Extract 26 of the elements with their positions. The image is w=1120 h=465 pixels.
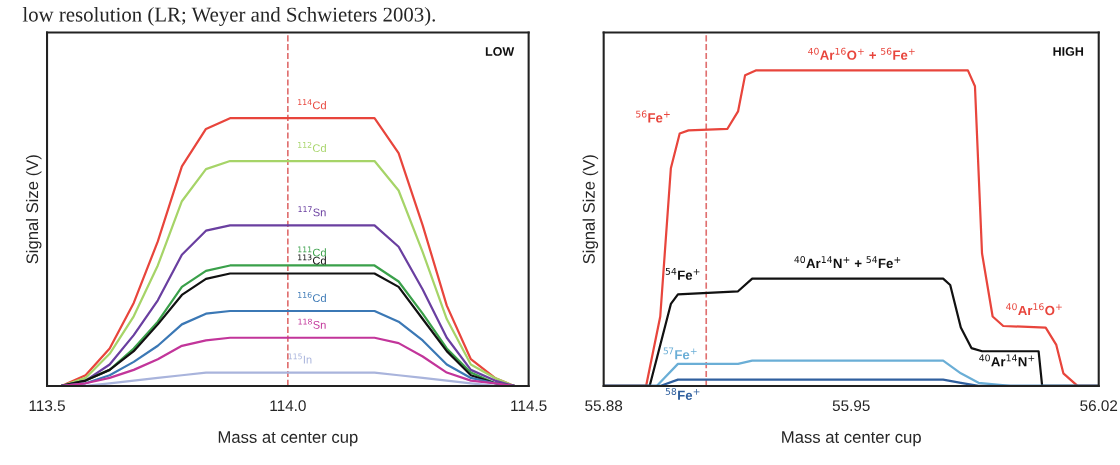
y-axis-title: Signal Size (V) — [582, 155, 599, 264]
x-tick-label: 56.02 — [1080, 400, 1118, 412]
series-label: $^{114}$Cd — [298, 99, 326, 110]
text: LOW — [485, 47, 515, 56]
x-tick-label: 114.5 — [511, 400, 547, 412]
annotation: $^{40}$Ar$^{14}$N$^{+}$ — [979, 354, 1035, 367]
annotation: $^{56}$Fe$^{+}$ — [636, 110, 670, 123]
annotation: $^{54}$Fe$^{+}$ — [665, 267, 700, 280]
y-axis-title: Signal Size (V) — [25, 155, 42, 264]
x-axis-title: Mass at center cup — [782, 431, 921, 447]
text: $^{58}$Fe$^{+}$ — [665, 387, 700, 400]
x-tick-label: 55.88 — [585, 400, 623, 412]
chart-title: low resolution (LR; Weyer and Schwieters 2003). — [22, 6, 435, 26]
series-label: $^{116}$Cd — [298, 291, 326, 303]
series-label: $^{118}$Sn — [298, 318, 326, 329]
x-tick-label: 113.5 — [29, 400, 65, 412]
annotation: $^{40}$Ar$^{16}$O$^{+}$ — [1006, 303, 1062, 316]
x-tick-label: 114.0 — [270, 400, 306, 412]
text: HIGH — [1053, 47, 1084, 56]
text: $^{40}$Ar$^{14}$N$^{+}$ + $^{54}$Fe$^{+}$ — [794, 256, 901, 269]
series-label: $^{117}$Sn — [298, 206, 326, 217]
x-tick-label: 55.95 — [832, 400, 870, 412]
annotation: $^{57}$Fe$^{+}$ — [663, 347, 697, 360]
series-label: $^{112}$Cd — [298, 141, 326, 153]
text: $^{40}$Ar$^{16}$O$^{+}$ + $^{56}$Fe$^{+}$ — [808, 47, 915, 60]
x-axis-title: Mass at center cup — [218, 431, 358, 447]
